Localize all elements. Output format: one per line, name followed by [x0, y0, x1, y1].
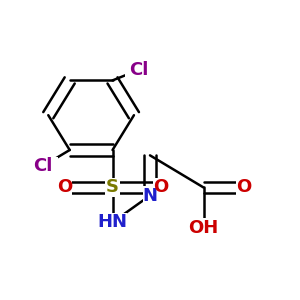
Bar [124, 60, 154, 79]
Text: N: N [142, 187, 158, 205]
Bar [153, 178, 168, 197]
Text: Cl: Cl [130, 61, 149, 79]
Text: Cl: Cl [33, 157, 52, 175]
Bar [236, 178, 251, 197]
Bar [189, 218, 218, 237]
Text: O: O [153, 178, 168, 196]
Text: S: S [106, 178, 119, 196]
Text: HN: HN [98, 213, 128, 231]
Bar [57, 178, 72, 197]
Text: OH: OH [188, 219, 219, 237]
Text: O: O [57, 178, 72, 196]
Text: O: O [236, 178, 251, 196]
Bar [105, 178, 120, 197]
Bar [28, 157, 58, 175]
Bar [98, 213, 127, 232]
Bar [142, 186, 158, 205]
